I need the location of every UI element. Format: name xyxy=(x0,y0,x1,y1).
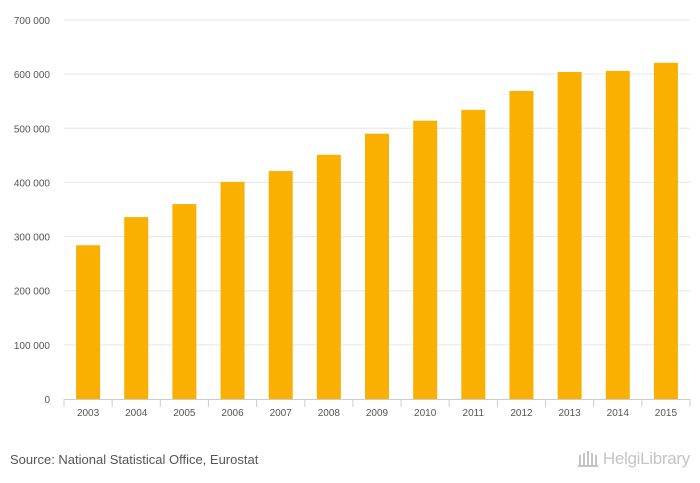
bar-2008 xyxy=(316,154,341,399)
y-tick-label: 200 000 xyxy=(14,287,51,298)
y-tick-label: 100 000 xyxy=(14,341,51,352)
x-axis-tick-labels: 2003 2004 2005 2006 2007 2008 2009 2010 2011 2012… xyxy=(77,408,678,419)
bar-2010 xyxy=(413,120,438,399)
x-tick-label: 2010 xyxy=(414,408,437,419)
x-tick-label: 2005 xyxy=(173,408,196,419)
bar-2006 xyxy=(220,181,245,399)
bar-2004 xyxy=(124,217,149,399)
bar-2003 xyxy=(76,245,101,399)
x-tick-label: 2008 xyxy=(318,408,341,419)
x-tick-label: 2004 xyxy=(125,408,148,419)
y-axis-tick-labels: 0 100 000 200 000 300 000 400 000 500 000 600 … xyxy=(14,16,51,406)
x-tick-label: 2013 xyxy=(558,408,581,419)
bar-2011 xyxy=(461,109,486,400)
bar-2007 xyxy=(268,171,293,399)
y-tick-label: 300 000 xyxy=(14,233,51,244)
bars xyxy=(76,62,678,400)
helgilibrary-logo: HelgiLibrary xyxy=(577,448,690,470)
x-tick-label: 2011 xyxy=(463,408,485,419)
x-tick-label: 2014 xyxy=(607,408,630,419)
x-tick-label: 2009 xyxy=(366,408,389,419)
x-tick-label: 2003 xyxy=(77,408,100,419)
bar-2014 xyxy=(605,70,630,399)
library-building-icon xyxy=(577,451,598,467)
x-axis xyxy=(63,399,691,407)
bar-2012 xyxy=(509,90,534,400)
y-tick-label: 700 000 xyxy=(14,16,51,27)
y-tick-label: 600 000 xyxy=(14,70,51,81)
bar-2013 xyxy=(557,71,582,399)
chart-footer: Source: National Statistical Office, Eur… xyxy=(0,440,700,483)
bar-2015 xyxy=(653,62,678,399)
y-tick-label: 500 000 xyxy=(14,124,51,135)
bar-chart: 0 100 000 200 000 300 000 400 000 500 000 600 … xyxy=(14,16,691,419)
x-tick-label: 2015 xyxy=(655,408,678,419)
y-tick-label: 400 000 xyxy=(14,178,51,189)
source-note: Source: National Statistical Office, Eur… xyxy=(10,452,259,467)
x-tick-label: 2006 xyxy=(221,408,244,419)
y-tick-label: 0 xyxy=(44,395,50,406)
logo-text: HelgiLibrary xyxy=(602,449,690,468)
bar-2005 xyxy=(172,204,197,399)
x-tick-label: 2007 xyxy=(270,408,293,419)
x-tick-label: 2012 xyxy=(510,408,533,419)
bar-2009 xyxy=(365,133,389,399)
